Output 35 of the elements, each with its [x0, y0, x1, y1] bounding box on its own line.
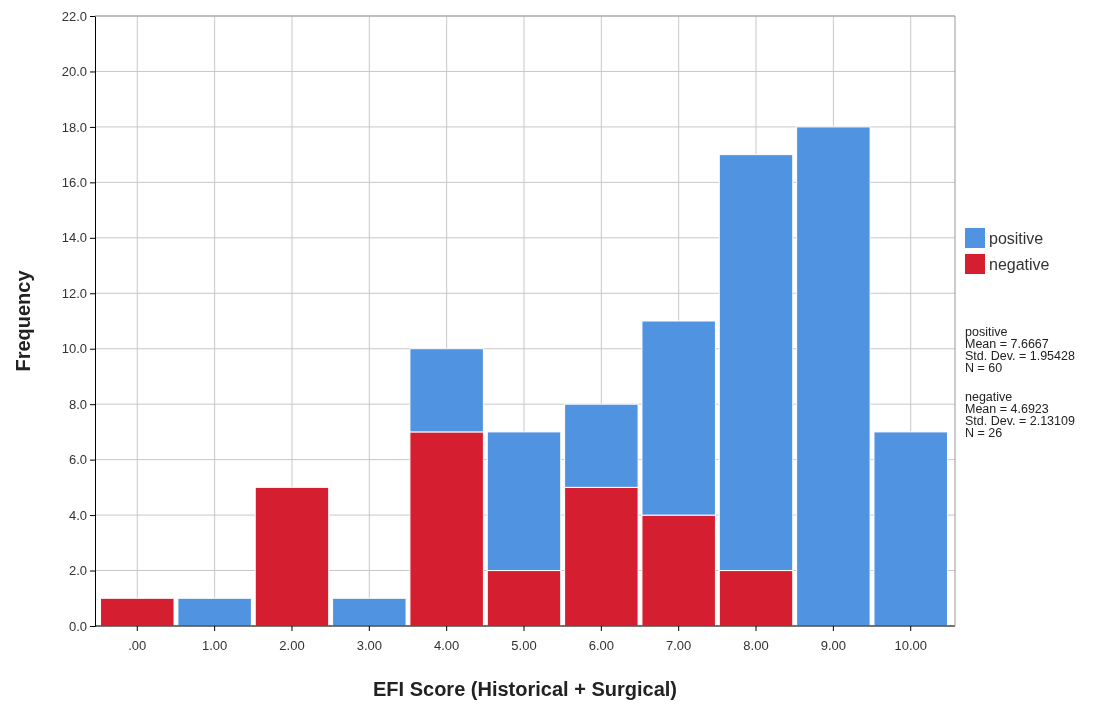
- x-tick-label: .00: [128, 637, 147, 653]
- text: negative Mean = 4.6923 Std. Dev. = 2.13109 N = 26: [965, 390, 1075, 440]
- x-axis-title: EFI Score (Historical + Surgical): [373, 678, 677, 700]
- y-tick-label: 10.0: [61, 341, 87, 357]
- x-tick-label: 9.00: [820, 637, 847, 653]
- y-tick-label: 20.0: [61, 64, 87, 80]
- y-tick-label: 22.0: [61, 8, 87, 24]
- legend-label: positive: [989, 230, 1044, 247]
- y-tick-label: 12.0: [61, 285, 87, 301]
- legend-label: negative: [989, 256, 1050, 273]
- y-tick-label: 8.0: [68, 396, 87, 412]
- y-axis-title: Frequency: [12, 269, 34, 372]
- x-tick-label: 2.00: [279, 637, 305, 653]
- y-tick-label: 16.0: [61, 175, 87, 191]
- bar: [796, 126, 871, 627]
- x-tick-label: 3.00: [356, 637, 382, 653]
- x-tick-label: 4.00: [434, 637, 460, 653]
- y-tick-label: 2.0: [68, 563, 87, 579]
- bar: [177, 597, 252, 627]
- y-tick-label: 0.0: [68, 618, 87, 634]
- x-tick-label: 8.00: [743, 637, 769, 653]
- text: positive Mean = 7.6667 Std. Dev. = 1.95428 N = 60: [965, 325, 1075, 375]
- bar: [100, 597, 175, 627]
- x-tick-label: 10.00: [894, 637, 927, 653]
- x-tick-label: 1.00: [201, 637, 228, 653]
- y-tick-label: 4.0: [68, 507, 87, 523]
- bar: [332, 597, 407, 627]
- bar: [873, 431, 948, 627]
- x-tick-label: 5.00: [511, 637, 537, 653]
- y-tick-label: 6.0: [68, 452, 87, 468]
- x-tick-label: 7.00: [666, 637, 692, 653]
- y-tick-label: 18.0: [61, 119, 87, 135]
- y-tick-label: 14.0: [61, 230, 87, 246]
- bar: [254, 486, 330, 627]
- x-tick-label: 6.00: [588, 637, 614, 653]
